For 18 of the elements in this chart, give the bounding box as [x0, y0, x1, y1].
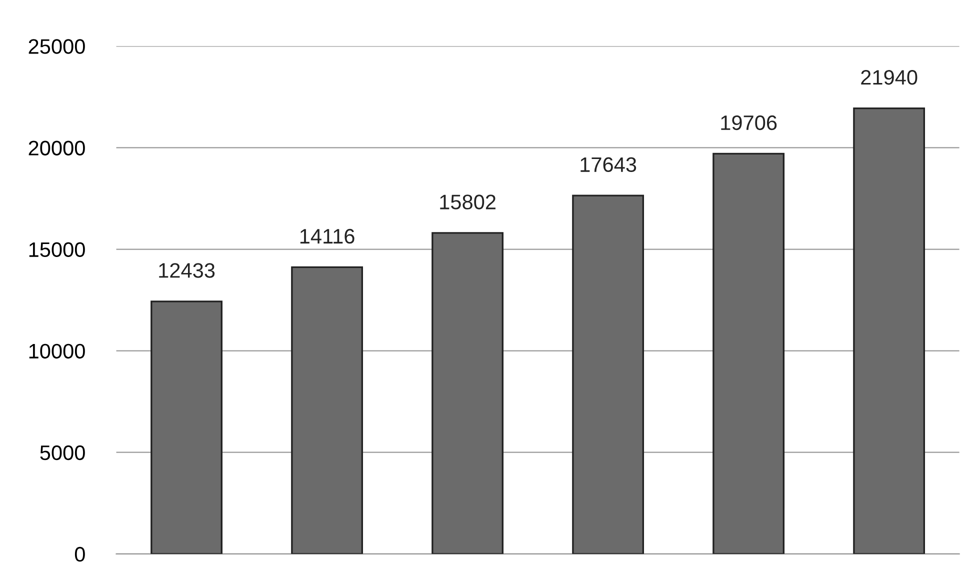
y-tick-label: 25000 [28, 39, 85, 54]
data-label: 14116 [300, 228, 354, 244]
bar [572, 194, 644, 554]
y-tick-label: 5000 [40, 445, 85, 460]
bar [150, 300, 222, 554]
data-label: 21940 [861, 70, 918, 85]
y-tick-label: 0 [74, 546, 85, 562]
y-tick-label: 15000 [29, 242, 85, 258]
bar [712, 152, 785, 554]
data-label: 19706 [721, 115, 777, 130]
bar [432, 232, 504, 554]
data-label: 12433 [159, 263, 215, 278]
data-label: 15802 [440, 194, 496, 210]
bar [291, 266, 363, 554]
data-label: 17643 [580, 157, 636, 172]
bar [853, 107, 926, 554]
y-tick-label: 10000 [29, 344, 85, 359]
y-tick-label: 20000 [28, 140, 85, 156]
